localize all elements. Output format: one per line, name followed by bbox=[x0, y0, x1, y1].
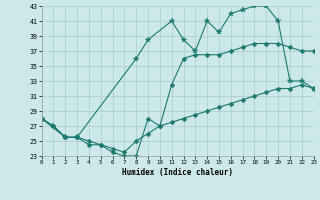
X-axis label: Humidex (Indice chaleur): Humidex (Indice chaleur) bbox=[122, 168, 233, 177]
